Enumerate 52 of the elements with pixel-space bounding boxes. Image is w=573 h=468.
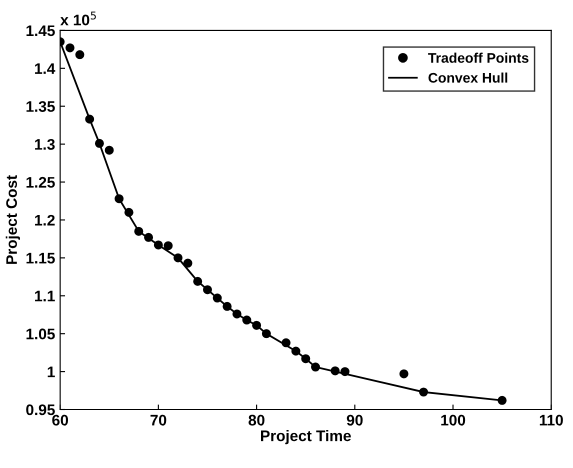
point <box>65 43 74 52</box>
legend-label: Convex Hull <box>428 72 508 83</box>
y-tick-label: 1.15 <box>26 252 55 264</box>
point <box>134 226 144 236</box>
point <box>232 309 242 318</box>
y-tick-label: 1.35 <box>26 101 55 112</box>
point <box>330 366 340 376</box>
point <box>144 232 154 242</box>
point <box>75 50 84 60</box>
y-tick-label: 1.45 <box>26 25 55 36</box>
y-tick-label: 1.1 <box>35 290 55 302</box>
x-tick-label: 70 <box>150 414 166 426</box>
point <box>301 354 310 364</box>
point <box>419 388 428 397</box>
legend-label: Tradeoff Points <box>428 52 528 63</box>
point <box>252 320 262 330</box>
y-tick-label: 1.05 <box>26 328 55 340</box>
point <box>498 396 507 405</box>
y-tick-label: 1.25 <box>26 176 55 188</box>
point <box>154 240 163 250</box>
point <box>399 369 408 378</box>
point <box>202 285 212 294</box>
x-tick-label: 90 <box>346 414 363 426</box>
x-tick-label: 110 <box>540 414 563 426</box>
point <box>212 294 222 303</box>
y-tick-label: 0.95 <box>26 404 55 416</box>
point <box>114 194 124 204</box>
y-tick-label: 1 <box>48 366 55 378</box>
point <box>124 208 134 217</box>
point <box>193 276 202 286</box>
y-tick-label: 1.3 <box>35 139 55 150</box>
point <box>282 338 291 348</box>
point <box>222 302 232 311</box>
point <box>291 346 300 356</box>
text: x 10$^{5}$ <box>60 12 96 26</box>
point <box>174 253 183 262</box>
x-tick-label: 80 <box>248 414 264 426</box>
point <box>242 316 252 325</box>
x-tick-label: 60 <box>52 414 68 426</box>
point <box>104 146 114 155</box>
point <box>262 329 271 338</box>
y-axis-title: Project Cost <box>6 175 20 264</box>
x-tick-label: 100 <box>441 414 466 426</box>
point <box>340 367 350 376</box>
y-tick-label: 1.4 <box>35 63 56 74</box>
point <box>311 362 320 372</box>
x-axis-title: Project Time <box>261 430 351 444</box>
point <box>94 138 104 148</box>
point <box>85 114 94 124</box>
point <box>164 241 173 250</box>
y-tick-label: 1.2 <box>35 214 55 226</box>
point <box>183 258 192 268</box>
